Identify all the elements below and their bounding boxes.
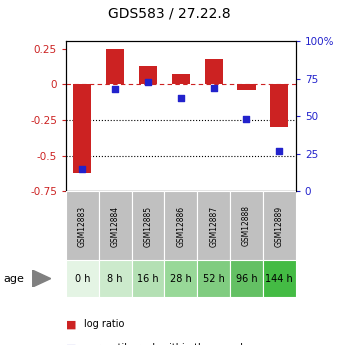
Text: 16 h: 16 h	[137, 274, 159, 284]
Text: ■: ■	[66, 319, 76, 329]
Bar	[99, 260, 131, 297]
Text: 52 h: 52 h	[203, 274, 225, 284]
Point	[80, 166, 85, 172]
Text: GSM12887: GSM12887	[209, 205, 218, 247]
Bar	[73, 84, 91, 173]
Text: GDS583 / 27.22.8: GDS583 / 27.22.8	[108, 7, 230, 21]
Bar	[139, 66, 157, 84]
Polygon shape	[32, 270, 51, 287]
Bar	[230, 191, 263, 260]
Bar	[263, 191, 296, 260]
Point	[178, 96, 184, 101]
Bar	[230, 260, 263, 297]
Bar	[197, 260, 230, 297]
Bar	[164, 191, 197, 260]
Text: 28 h: 28 h	[170, 274, 192, 284]
Text: 96 h: 96 h	[236, 274, 257, 284]
Point	[145, 79, 151, 85]
Text: percentile rank within the sample: percentile rank within the sample	[84, 344, 249, 345]
Text: ■: ■	[66, 344, 76, 345]
Bar	[164, 260, 197, 297]
Bar	[131, 191, 164, 260]
Text: GSM12886: GSM12886	[176, 205, 185, 247]
Point	[276, 148, 282, 154]
Text: GSM12889: GSM12889	[275, 205, 284, 247]
Point	[244, 117, 249, 122]
Bar	[66, 260, 99, 297]
Text: age: age	[3, 274, 24, 284]
Bar	[99, 191, 131, 260]
Bar	[238, 84, 256, 90]
Text: GSM12884: GSM12884	[111, 205, 120, 247]
Bar	[106, 49, 124, 84]
Point	[211, 85, 216, 91]
Text: GSM12888: GSM12888	[242, 206, 251, 246]
Text: 144 h: 144 h	[265, 274, 293, 284]
Text: GSM12885: GSM12885	[144, 205, 152, 247]
Bar	[263, 260, 296, 297]
Text: GSM12883: GSM12883	[78, 205, 87, 247]
Bar	[204, 59, 223, 84]
Point	[113, 87, 118, 92]
Bar	[197, 191, 230, 260]
Bar	[172, 74, 190, 84]
Text: 0 h: 0 h	[75, 274, 90, 284]
Text: 8 h: 8 h	[107, 274, 123, 284]
Bar	[66, 191, 99, 260]
Text: log ratio: log ratio	[84, 319, 125, 329]
Bar	[270, 84, 288, 127]
Bar	[131, 260, 164, 297]
